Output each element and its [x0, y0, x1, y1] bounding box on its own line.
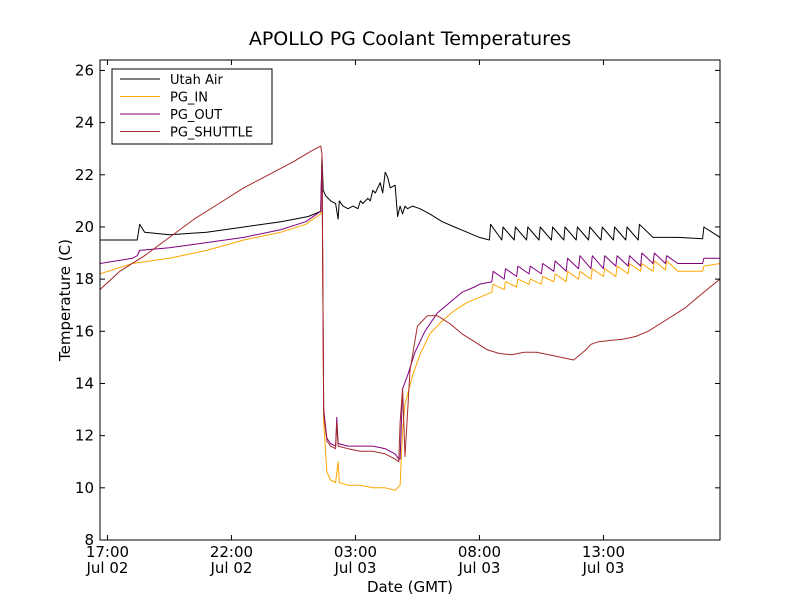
- y-tick-label: 20: [75, 218, 94, 236]
- x-tick-label-date: Jul 03: [581, 559, 624, 577]
- x-tick-label-date: Jul 02: [85, 559, 128, 577]
- series-layer: [100, 145, 720, 491]
- x-tick-label-time: 13:00: [582, 543, 625, 561]
- plot-frame: [99, 59, 721, 541]
- x-tick-label-date: Jul 03: [457, 559, 500, 577]
- y-tick-label: 16: [75, 322, 94, 340]
- chart-title: APOLLO PG Coolant Temperatures: [249, 28, 571, 50]
- series-line-pg-out: [100, 156, 720, 460]
- x-tick-label-date: Jul 03: [333, 559, 376, 577]
- legend-label: PG_SHUTTLE: [170, 126, 253, 141]
- y-axis: 8 10 12 14 16 18 20 22 24 26: [75, 61, 720, 549]
- y-tick-label: 26: [75, 61, 94, 79]
- y-tick-label: 12: [75, 427, 94, 445]
- y-tick-label: 22: [75, 166, 94, 184]
- legend-label: Utah Air: [170, 73, 223, 88]
- series-line-pg-shuttle: [100, 145, 720, 463]
- legend-label: PG_OUT: [170, 108, 222, 123]
- series-line-utah-air: [100, 156, 720, 241]
- y-tick-label: 10: [75, 479, 94, 497]
- y-tick-label: 14: [75, 374, 94, 392]
- series-line-pg-in: [100, 161, 720, 491]
- x-tick-label-time: 17:00: [86, 543, 129, 561]
- y-tick-label: 18: [75, 270, 94, 288]
- x-tick-label-date: Jul 02: [209, 559, 252, 577]
- x-axis-label: Date (GMT): [367, 578, 453, 596]
- x-tick-label-time: 08:00: [458, 543, 501, 561]
- x-tick-label-time: 03:00: [334, 543, 377, 561]
- legend: Utah Air PG_IN PG_OUT PG_SHUTTLE: [111, 68, 273, 145]
- legend-label: PG_IN: [170, 91, 208, 106]
- y-tick-label: 8: [84, 531, 94, 549]
- y-tick-label: 24: [75, 114, 94, 132]
- y-axis-label: Temperature (C): [56, 239, 74, 362]
- x-tick-label-time: 22:00: [210, 543, 253, 561]
